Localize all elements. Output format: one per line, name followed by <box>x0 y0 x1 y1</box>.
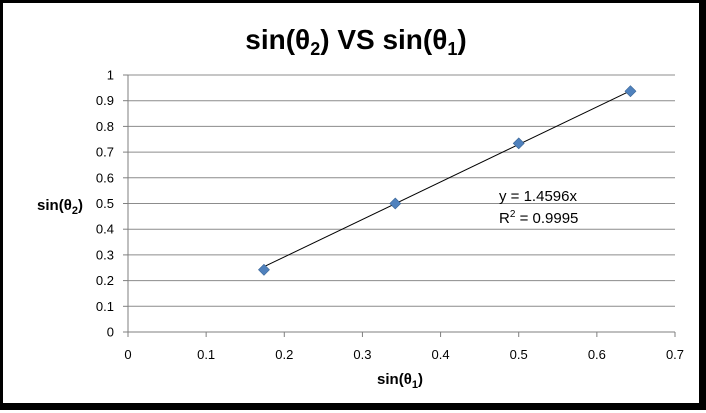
x-tick-label: 0.7 <box>666 347 684 362</box>
y-tick-label: 0.1 <box>96 299 114 314</box>
trendline-group <box>263 90 631 268</box>
y-tick-label: 0.3 <box>96 247 114 262</box>
y-tick-label: 0.8 <box>96 119 114 134</box>
data-point <box>624 85 637 98</box>
x-tick-label: 0.1 <box>197 347 215 362</box>
x-axis-label: sin(θ1) <box>377 371 423 391</box>
y-tick-label: 0.2 <box>96 273 114 288</box>
y-axis-label: sin(θ2) <box>37 197 83 217</box>
x-tick-label: 0.4 <box>432 347 450 362</box>
y-tick-label: 0.4 <box>96 222 114 237</box>
x-axis-ticks: 0 0.1 0.2 0.3 0.4 0.5 0.6 0.7 <box>124 332 684 362</box>
x-tick-label: 0.2 <box>275 347 293 362</box>
x-tick-label: 0 <box>124 347 131 362</box>
x-tick-label: 0.3 <box>353 347 371 362</box>
y-tick-label: 1 <box>107 68 114 83</box>
data-point <box>389 197 402 210</box>
y-tick-label: 0.6 <box>96 170 114 185</box>
gridlines <box>128 74 675 307</box>
chart-svg: sin(θ2) VS sin(θ1) 0 0.1 0.2 0.3 0.4 0.5 0.6 0.… <box>37 24 684 391</box>
trendline <box>263 90 631 268</box>
r-squared-label: R2 = 0.9995 <box>499 209 578 227</box>
y-axis-ticks: 0 0.1 0.2 0.3 0.4 0.5 0.6 0.7 0.8 0.9 1 <box>96 68 128 340</box>
trendline-equation: y = 1.4596x <box>499 188 577 205</box>
data-points <box>258 85 637 276</box>
data-point <box>258 263 270 276</box>
x-tick-label: 0.6 <box>588 347 606 362</box>
y-tick-label: 0.5 <box>96 196 114 211</box>
chart-title: sin(θ2) VS sin(θ1) <box>245 24 466 59</box>
y-tick-label: 0.7 <box>96 145 114 160</box>
y-tick-label: 0 <box>107 325 114 340</box>
data-point <box>512 137 525 150</box>
y-tick-label: 0.9 <box>96 93 114 108</box>
x-tick-label: 0.5 <box>510 347 528 362</box>
